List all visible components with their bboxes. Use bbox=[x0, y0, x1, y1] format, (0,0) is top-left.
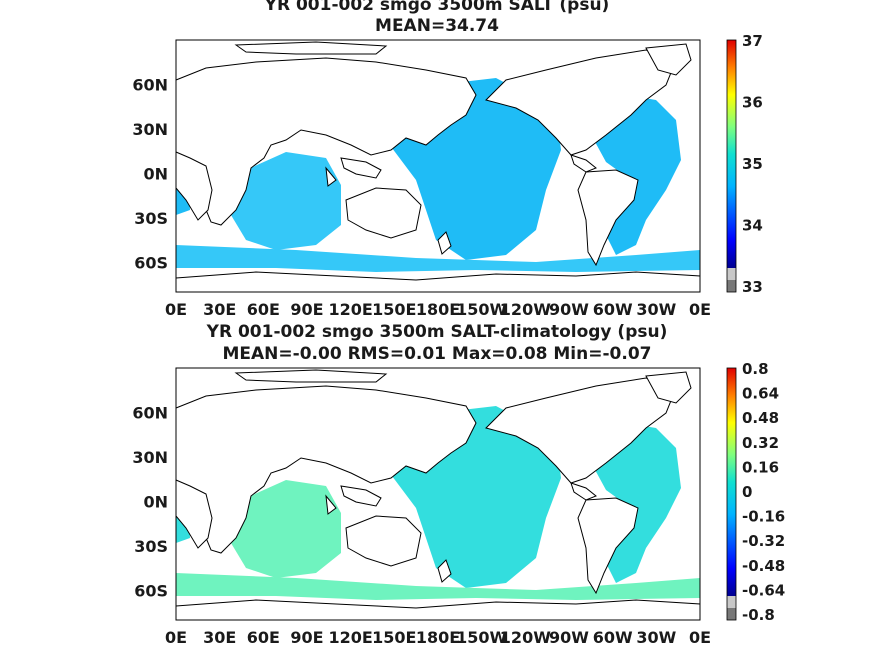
colorbar-below-dark bbox=[727, 280, 736, 292]
map-frame bbox=[175, 39, 701, 293]
colorbar-tick-label: -0.8 bbox=[742, 606, 775, 624]
lon-tick-label: 90E bbox=[290, 628, 323, 647]
colorbar-tick-label: -0.48 bbox=[742, 557, 785, 575]
lon-tick-label: 90E bbox=[290, 300, 323, 319]
lat-tick-label: 0N bbox=[143, 164, 168, 183]
lon-tick-label: 0E bbox=[165, 300, 187, 319]
colorbar-tick-label: 0.32 bbox=[742, 434, 779, 452]
lon-tick-label: 60W bbox=[593, 300, 633, 319]
lon-tick-label: 150W bbox=[456, 300, 507, 319]
lat-tick-label: 30S bbox=[134, 537, 168, 556]
panel-stats: MEAN=-0.00 RMS=0.01 Max=0.08 Min=-0.07 bbox=[223, 344, 652, 364]
colorbar-tick-label: 0.48 bbox=[742, 409, 779, 427]
colorbar-gradient bbox=[727, 40, 736, 268]
ocean-field bbox=[176, 573, 700, 600]
lon-tick-label: 150E bbox=[372, 628, 416, 647]
colorbar-frame bbox=[726, 367, 737, 621]
ocean-field bbox=[231, 152, 341, 250]
colorbar-tick-label: 35 bbox=[742, 155, 763, 173]
lon-tick-label: 120E bbox=[329, 628, 373, 647]
lon-tick-label: 0E bbox=[689, 300, 711, 319]
lon-tick-label: 30E bbox=[203, 628, 236, 647]
lon-tick-label: 0E bbox=[689, 628, 711, 647]
colorbar-tick-label: 0.16 bbox=[742, 458, 779, 476]
map-area bbox=[175, 39, 701, 293]
lat-tick-label: 60S bbox=[134, 253, 168, 272]
lon-tick-label: 120W bbox=[500, 628, 551, 647]
colorbar-below-light bbox=[727, 596, 736, 608]
lon-tick-label: 30E bbox=[203, 300, 236, 319]
lat-tick-label: 60S bbox=[134, 581, 168, 600]
lon-tick-label: 120W bbox=[500, 300, 551, 319]
lon-tick-label: 150E bbox=[372, 300, 416, 319]
ocean-field bbox=[586, 423, 681, 583]
lon-tick-label: 90W bbox=[549, 628, 589, 647]
lat-tick-label: 60N bbox=[132, 75, 168, 94]
colorbar-tick-label: -0.64 bbox=[742, 581, 785, 599]
lon-tick-label: 150W bbox=[456, 628, 507, 647]
lon-tick-label: 120E bbox=[329, 300, 373, 319]
colorbar-tick-label: -0.32 bbox=[742, 532, 785, 550]
colorbar-tick-label: 0.64 bbox=[742, 385, 779, 403]
colorbar-tick-label: 37 bbox=[742, 32, 763, 50]
panel-stats: MEAN=34.74 bbox=[375, 16, 499, 36]
colorbar-tick-label: 33 bbox=[742, 278, 763, 296]
lon-tick-label: 90W bbox=[549, 300, 589, 319]
colorbar-below-dark bbox=[727, 608, 736, 620]
lat-tick-label: 0N bbox=[143, 492, 168, 511]
map-panel-2: YR 001-002 smgo 3500m SALT-climatology (… bbox=[132, 322, 785, 647]
lon-tick-label: 60E bbox=[247, 628, 280, 647]
ocean-field bbox=[586, 95, 681, 255]
lon-tick-label: 60E bbox=[247, 300, 280, 319]
colorbar-tick-label: 0.8 bbox=[742, 360, 769, 378]
panel-title: YR 001-002 smgo 3500m SALT (psu) bbox=[264, 0, 610, 15]
lon-tick-label: 30W bbox=[636, 628, 676, 647]
lat-tick-label: 30N bbox=[132, 448, 168, 467]
colorbar-below-light bbox=[727, 268, 736, 280]
colorbar: 37 36 35 34 33 bbox=[726, 32, 763, 296]
lon-tick-label: 0E bbox=[165, 628, 187, 647]
ocean-field bbox=[176, 245, 700, 272]
colorbar-tick-label: -0.16 bbox=[742, 508, 785, 526]
lon-tick-label: 30W bbox=[636, 300, 676, 319]
lon-tick-label: 60W bbox=[593, 628, 633, 647]
lon-tick-label: 180E bbox=[416, 628, 460, 647]
colorbar-tick-label: 36 bbox=[742, 94, 763, 112]
lat-tick-label: 30S bbox=[134, 209, 168, 228]
colorbar: 0.8 0.64 0.48 0.32 0.16 0 -0.16 -0.32 -0.48 -0.64… bbox=[726, 360, 785, 624]
ocean-field bbox=[231, 480, 341, 578]
map-panel-1: YR 001-002 smgo 3500m SALT (psu)MEAN=34.… bbox=[132, 0, 763, 319]
map-frame bbox=[175, 367, 701, 621]
colorbar-tick-label: 34 bbox=[742, 217, 763, 235]
colorbar-tick-label: 0 bbox=[742, 483, 752, 501]
map-area bbox=[175, 367, 701, 621]
lon-tick-label: 180E bbox=[416, 300, 460, 319]
colorbar-frame bbox=[726, 39, 737, 293]
lat-tick-label: 30N bbox=[132, 120, 168, 139]
colorbar-gradient bbox=[727, 368, 736, 596]
lat-tick-label: 60N bbox=[132, 403, 168, 422]
panel-title: YR 001-002 smgo 3500m SALT-climatology (… bbox=[206, 322, 668, 342]
